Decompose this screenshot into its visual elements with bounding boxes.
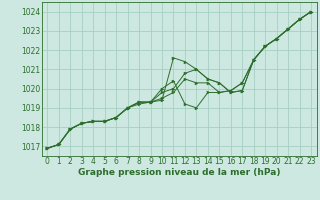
X-axis label: Graphe pression niveau de la mer (hPa): Graphe pression niveau de la mer (hPa): [78, 168, 280, 177]
